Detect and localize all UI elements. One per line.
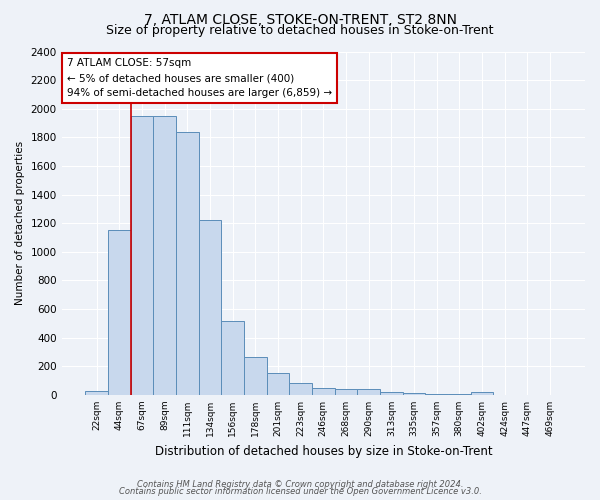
Bar	[176, 132, 199, 395]
Text: 7, ATLAM CLOSE, STOKE-ON-TRENT, ST2 8NN: 7, ATLAM CLOSE, STOKE-ON-TRENT, ST2 8NN	[143, 12, 457, 26]
Text: Size of property relative to detached houses in Stoke-on-Trent: Size of property relative to detached ho…	[106, 24, 494, 37]
Bar	[448, 394, 470, 395]
Bar	[380, 392, 403, 395]
Bar	[154, 116, 176, 395]
Bar	[266, 373, 289, 395]
Bar	[425, 394, 448, 395]
Bar	[470, 392, 493, 395]
Bar	[289, 384, 312, 395]
Y-axis label: Number of detached properties: Number of detached properties	[15, 141, 25, 306]
Text: 7 ATLAM CLOSE: 57sqm
← 5% of detached houses are smaller (400)
94% of semi-detac: 7 ATLAM CLOSE: 57sqm ← 5% of detached ho…	[67, 58, 332, 98]
Bar	[85, 392, 108, 395]
Bar	[221, 320, 244, 395]
Bar	[108, 230, 131, 395]
Bar	[358, 389, 380, 395]
Bar	[131, 116, 154, 395]
Text: Contains public sector information licensed under the Open Government Licence v3: Contains public sector information licen…	[119, 488, 481, 496]
Bar	[335, 389, 358, 395]
Bar	[312, 388, 335, 395]
X-axis label: Distribution of detached houses by size in Stoke-on-Trent: Distribution of detached houses by size …	[155, 444, 492, 458]
Text: Contains HM Land Registry data © Crown copyright and database right 2024.: Contains HM Land Registry data © Crown c…	[137, 480, 463, 489]
Bar	[244, 357, 266, 395]
Bar	[199, 220, 221, 395]
Bar	[403, 393, 425, 395]
